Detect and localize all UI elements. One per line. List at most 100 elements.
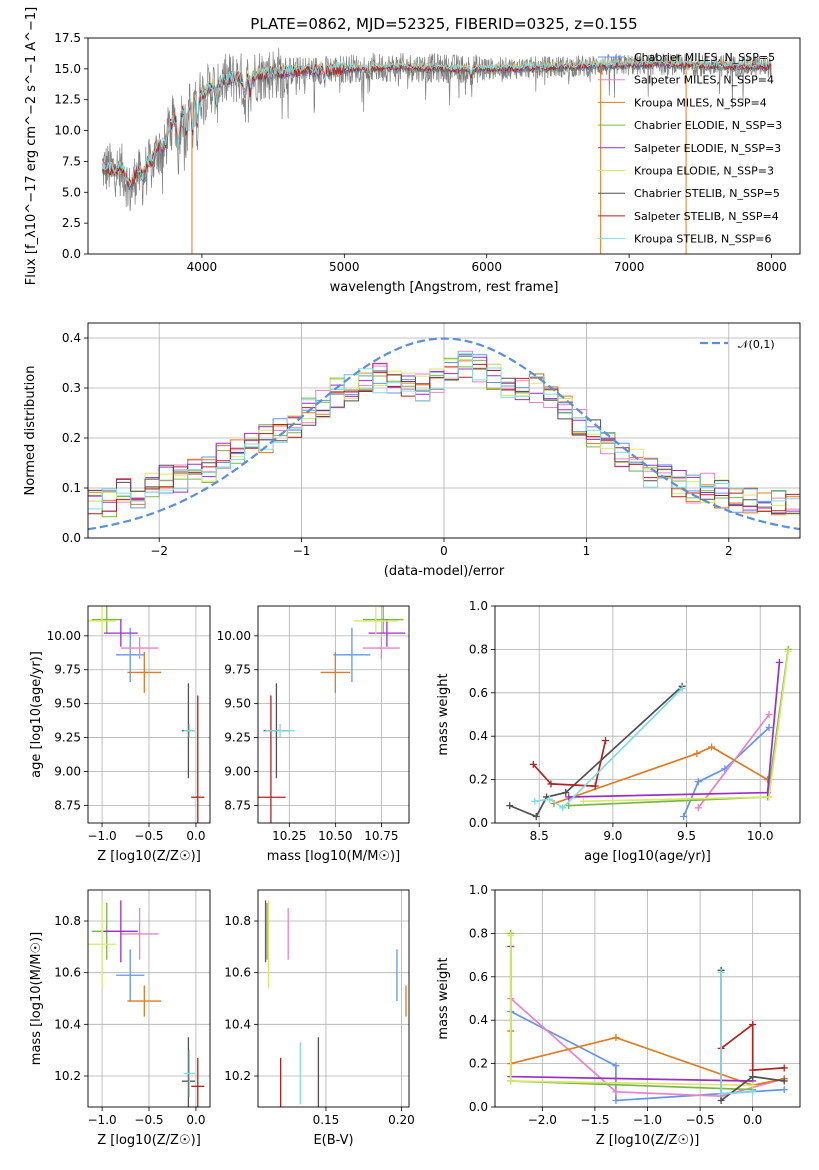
weight-marker-kroupa_stelib [749, 1088, 757, 1096]
x-tick-label: 0.15 [313, 1113, 340, 1127]
histogram-step-kroupa_stelib [88, 352, 800, 510]
weight-marker-kroupa_miles [708, 743, 716, 751]
weight-marker-kroupa_stelib [559, 804, 567, 812]
axes-frame [87, 889, 211, 1108]
weight-marker-kroupa_stelib [531, 797, 539, 805]
x-tick-label: 10.50 [318, 829, 352, 843]
weight-line-salpeter_elodie [568, 662, 781, 798]
y-tick-label: 10.2 [224, 1069, 251, 1083]
legend-label-salpeter_stelib: Salpeter STELIB, N_SSP=4 [634, 210, 779, 223]
x-axis-label: wavelength [Angstrom, rest frame] [330, 280, 559, 295]
x-tick-label: 7000 [614, 260, 645, 274]
y-tick-label: 9.50 [54, 697, 81, 711]
y-tick-label: 10.00 [217, 629, 251, 643]
legend-label-chabrier_miles: Chabrier MILES, N_SSP=5 [634, 51, 775, 64]
weight-marker-salpeter_miles [765, 711, 773, 718]
weight-marker-kroupa_elodie [507, 1077, 515, 1085]
y-tick-label: 9.25 [54, 731, 81, 745]
y-tick-label: 9.75 [54, 663, 81, 677]
y-tick-label: 10.4 [224, 1017, 251, 1031]
weight-marker-salpeter_elodie [775, 658, 783, 666]
weight-marker-salpeter_stelib [529, 760, 537, 768]
x-tick-label: 0.0 [186, 1113, 205, 1127]
x-tick-label: 8000 [756, 260, 787, 274]
weight-line-kroupa_elodie [583, 651, 790, 803]
weight-marker-kroupa_stelib [678, 684, 686, 692]
weight-marker-chabrier_miles [680, 812, 688, 820]
x-tick-label: 10.75 [364, 829, 398, 843]
weight-marker-chabrier_miles [765, 724, 773, 732]
x-axis-label: Z [log10(Z/Z☉)] [596, 1133, 700, 1148]
weight-line-salpeter_elodie [509, 946, 753, 1082]
weight-marker-chabrier_stelib [506, 802, 514, 810]
weight-marker-chabrier_stelib [532, 812, 540, 820]
y-tick-label: 0.2 [469, 1057, 488, 1071]
axes-frame [257, 605, 410, 824]
y-tick-label: 0.3 [62, 381, 81, 395]
y-tick-label: 12.5 [54, 93, 81, 107]
y-tick-label: 8.75 [224, 798, 251, 812]
weight-marker-salpeter_stelib [749, 1021, 757, 1029]
legend-label-gaussian: 𝒩(0,1) [738, 338, 775, 351]
plot-area-spectrum [101, 47, 772, 254]
axes-age_vs_mass: 10.25 10.50 10.75 8.75 9.00 9.25 9.50 9.75 10.00… [217, 605, 410, 864]
x-axis-label: Z [log10(Z/Z☉)] [97, 849, 201, 864]
y-axis-label: mass weight [436, 957, 451, 1039]
y-tick-label: 0.0 [62, 531, 81, 545]
y-tick-label: 1.0 [469, 883, 488, 897]
x-tick-label: 0.0 [186, 829, 205, 843]
weight-marker-salpeter_elodie [565, 793, 573, 801]
weight-marker-chabrier_stelib [780, 1077, 788, 1085]
y-tick-label: 10.4 [54, 1017, 81, 1031]
x-tick-label: 6000 [471, 260, 502, 274]
weight-marker-salpeter_stelib [602, 737, 610, 745]
x-tick-label: −0.5 [134, 829, 163, 843]
x-tick-label: 8.5 [530, 829, 549, 843]
x-tick-label: 9.0 [603, 829, 622, 843]
weight-marker-kroupa_elodie [579, 797, 587, 805]
axes-frame [494, 605, 801, 824]
legend-label-salpeter_miles: Salpeter MILES, N_SSP=4 [634, 74, 774, 87]
weight-marker-kroupa_miles [612, 1034, 620, 1042]
y-axis-label: Normed distribution [23, 366, 38, 496]
x-axis-label: (data-model)/error [384, 564, 505, 579]
weight-marker-chabrier_stelib [749, 1073, 757, 1081]
y-tick-label: 0.0 [469, 816, 488, 830]
y-tick-label: 10.00 [47, 629, 81, 643]
y-tick-label: 0.2 [62, 431, 81, 445]
x-tick-label: −2 [150, 544, 168, 558]
x-tick-label: 10.0 [747, 829, 774, 843]
axes-frame [87, 37, 801, 255]
x-tick-label: 5000 [329, 260, 360, 274]
x-tick-label: −1.0 [88, 829, 117, 843]
weight-marker-chabrier_stelib [562, 789, 570, 797]
weight-marker-chabrier_miles [612, 1062, 620, 1070]
plot-area-residuals [88, 337, 800, 531]
legend-label-salpeter_elodie: Salpeter ELODIE, N_SSP=3 [634, 142, 781, 155]
y-tick-label: 9.00 [54, 764, 81, 778]
y-tick-label: 1.0 [469, 599, 488, 613]
weight-marker-chabrier_miles [612, 1096, 620, 1104]
y-tick-label: 10.6 [224, 966, 251, 980]
plot-area-mass_vs_Z [88, 900, 205, 1107]
axes-mass_vs_Z: −1.0 −0.5 0.0 10.2 10.4 10.6 10.8 Z [log10(Z/Z☉… [29, 889, 211, 1148]
y-tick-label: 9.00 [224, 764, 251, 778]
weight-marker-kroupa_stelib [717, 968, 725, 976]
weight-line-salpeter_stelib [532, 740, 607, 787]
weight-line-chabrier_elodie [509, 933, 753, 1091]
y-tick-label: 0.4 [469, 729, 488, 743]
y-tick-label: 0.0 [469, 1100, 488, 1114]
legend-label-kroupa_elodie: Kroupa ELODIE, N_SSP=3 [634, 165, 774, 178]
y-tick-label: 5.0 [62, 185, 81, 199]
weight-line-chabrier_elodie [568, 649, 790, 807]
axes-frame [87, 605, 211, 824]
weight-marker-salpeter_stelib [749, 1066, 757, 1074]
x-tick-label: −0.5 [134, 1113, 163, 1127]
y-tick-label: 0.8 [469, 926, 488, 940]
y-tick-label: 10.8 [54, 914, 81, 928]
y-tick-label: 2.5 [62, 216, 81, 230]
plot-area-weight_vs_age [506, 645, 792, 820]
weight-marker-kroupa_miles [693, 750, 701, 758]
gaussian-curve [88, 337, 800, 531]
